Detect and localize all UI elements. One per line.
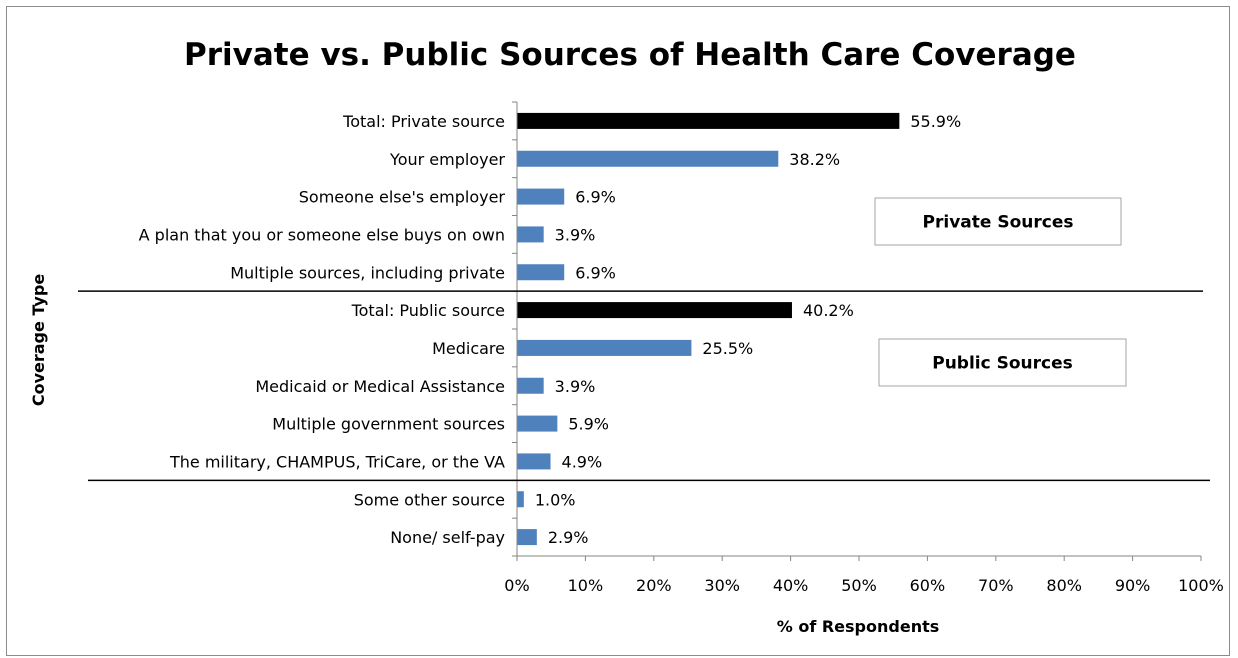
bar xyxy=(517,188,565,205)
annotation-label: Public Sources xyxy=(932,354,1073,374)
annotation-label: Private Sources xyxy=(923,213,1074,233)
bar xyxy=(517,150,779,167)
x-tick-label: 90% xyxy=(1115,576,1151,595)
axis-layer: Total: Private source Your employer Someon… xyxy=(139,101,1224,595)
bar xyxy=(517,491,524,508)
x-tick-label: 10% xyxy=(568,576,604,595)
chart-title: Private vs. Public Sources of Health Car… xyxy=(184,37,1076,73)
annotation-layer: Private Sources Public Sources xyxy=(78,197,1210,482)
chart-frame xyxy=(6,6,1230,656)
category-label: Multiple sources, including private xyxy=(230,263,505,282)
data-label: 4.9% xyxy=(562,452,603,471)
data-label: 6.9% xyxy=(575,188,616,207)
bar xyxy=(517,264,565,281)
data-label: 3.9% xyxy=(555,225,596,244)
category-label: Someone else's employer xyxy=(299,188,506,207)
bar xyxy=(517,226,544,243)
data-label: 1.0% xyxy=(535,490,576,509)
bar xyxy=(517,453,551,470)
data-label: 2.9% xyxy=(548,528,589,547)
data-label: 5.9% xyxy=(568,415,609,434)
annotation-box xyxy=(874,197,1122,246)
category-label: Total: Public source xyxy=(351,301,505,320)
bar xyxy=(517,302,792,319)
x-tick-label: 80% xyxy=(1046,576,1082,595)
category-label: Medicaid or Medical Assistance xyxy=(255,377,505,396)
x-tick-label: 60% xyxy=(910,576,946,595)
bars-layer: 55.9% 38.2% 6.9% 3.9% 6.9% 40.2% 25.5% 3.9% 5.9%… xyxy=(517,112,961,547)
data-label: 55.9% xyxy=(910,112,961,131)
category-label: A plan that you or someone else buys on … xyxy=(139,225,505,244)
category-label: Total: Private source xyxy=(342,112,505,131)
bar xyxy=(517,415,558,432)
category-label: Multiple government sources xyxy=(272,415,505,434)
category-label: Some other source xyxy=(354,490,505,509)
data-label: 38.2% xyxy=(789,150,840,169)
x-tick-label: 70% xyxy=(978,576,1014,595)
x-tick-label: 20% xyxy=(636,576,672,595)
bar xyxy=(517,377,544,394)
data-label: 3.9% xyxy=(555,377,596,396)
category-label: The military, CHAMPUS, TriCare, or the V… xyxy=(169,452,505,471)
category-label: Medicare xyxy=(432,339,505,358)
category-label: Your employer xyxy=(389,150,505,169)
x-tick-label: 0% xyxy=(504,576,529,595)
data-label: 6.9% xyxy=(575,263,616,282)
x-axis-label: % of Respondents xyxy=(777,617,940,636)
bar xyxy=(517,529,537,546)
x-tick-label: 40% xyxy=(773,576,809,595)
data-label: 40.2% xyxy=(803,301,854,320)
bar xyxy=(517,112,900,129)
y-axis-label: Coverage Type xyxy=(29,274,48,406)
data-label: 25.5% xyxy=(702,339,753,358)
x-tick-label: 100% xyxy=(1178,576,1224,595)
annotation-box xyxy=(878,338,1127,387)
bar xyxy=(517,339,692,356)
category-label: None/ self-pay xyxy=(390,528,505,547)
x-tick-label: 30% xyxy=(704,576,740,595)
x-tick-label: 50% xyxy=(841,576,877,595)
